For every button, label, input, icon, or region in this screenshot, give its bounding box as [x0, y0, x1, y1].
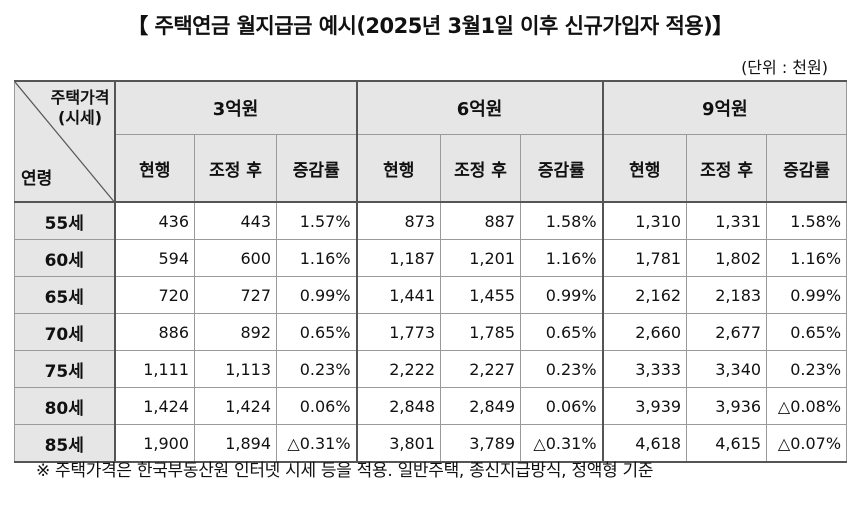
value-cell: △0.08%: [766, 387, 848, 425]
value-cell: 727: [194, 276, 277, 314]
value-cell: 594: [113, 239, 195, 277]
age-cell: 75세: [14, 350, 115, 388]
age-cell: 55세: [14, 201, 115, 240]
sub-header-1: 조정 후: [440, 134, 522, 203]
sub-header-0: 현행: [355, 134, 442, 203]
table-row: 75세 1,111 1,113 0.23% 2,222 2,227 0.23% 3,333 3,…: [14, 350, 848, 388]
value-cell: 1,331: [686, 201, 768, 240]
page-title: 【 주택연금 월지급금 예시(2025년 3월1일 이후 신규가입자 적용)】: [127, 14, 733, 38]
value-cell: 1,802: [686, 239, 768, 277]
value-cell: 3,939: [601, 387, 688, 425]
corner-header: 주택가격 (시세) 연령: [14, 80, 115, 203]
value-cell: 2,222: [355, 350, 442, 388]
sub-header-1: 조정 후: [686, 134, 768, 203]
value-cell: 1,310: [601, 201, 688, 240]
value-cell: 0.99%: [520, 276, 604, 314]
value-cell: 2,849: [440, 387, 522, 425]
value-cell: 2,677: [686, 313, 768, 351]
value-cell: 0.65%: [766, 313, 848, 351]
value-cell: 2,848: [355, 387, 442, 425]
age-cell: 85세: [14, 424, 115, 463]
value-cell: △0.07%: [766, 424, 848, 463]
value-cell: 0.23%: [520, 350, 604, 388]
table-row: 70세 886 892 0.65% 1,773 1,785 0.65% 2,660 2,677 0…: [14, 313, 848, 351]
value-cell: 1.58%: [766, 201, 848, 240]
value-cell: 1,424: [113, 387, 195, 425]
value-cell: 2,660: [601, 313, 688, 351]
sub-header-0: 현행: [113, 134, 195, 203]
value-cell: 3,789: [440, 424, 522, 463]
value-cell: 443: [194, 201, 277, 240]
value-cell: 600: [194, 239, 277, 277]
value-cell: 1,441: [355, 276, 442, 314]
value-cell: 3,340: [686, 350, 768, 388]
table-row: 80세 1,424 1,424 0.06% 2,848 2,849 0.06% 3,939 3,…: [14, 387, 848, 425]
value-cell: 1,201: [440, 239, 522, 277]
value-cell: 892: [194, 313, 277, 351]
group-header-3eok: 3억원: [113, 80, 358, 135]
value-cell: 887: [440, 201, 522, 240]
value-cell: 2,183: [686, 276, 768, 314]
value-cell: 0.06%: [520, 387, 604, 425]
value-cell: △0.31%: [520, 424, 604, 463]
value-cell: 1.16%: [766, 239, 848, 277]
value-cell: 0.06%: [275, 387, 358, 425]
value-cell: 886: [113, 313, 195, 351]
value-cell: 4,618: [601, 424, 688, 463]
value-cell: 1,781: [601, 239, 688, 277]
value-cell: 3,801: [355, 424, 442, 463]
sub-header-2: 증감률: [520, 134, 604, 203]
value-cell: 0.65%: [520, 313, 604, 351]
age-cell: 80세: [14, 387, 115, 425]
value-cell: 4,615: [686, 424, 768, 463]
unit-label: (단위 : 천원): [741, 58, 828, 77]
sub-header-0: 현행: [601, 134, 688, 203]
sub-header-2: 증감률: [275, 134, 358, 203]
age-cell: 65세: [14, 276, 115, 314]
table-row: 55세 436 443 1.57% 873 887 1.58% 1,310 1,331 1.58%: [14, 201, 848, 240]
value-cell: 1,455: [440, 276, 522, 314]
value-cell: 1,113: [194, 350, 277, 388]
age-cell: 70세: [14, 313, 115, 351]
value-cell: 1,785: [440, 313, 522, 351]
value-cell: 1,111: [113, 350, 195, 388]
table-row: 65세 720 727 0.99% 1,441 1,455 0.99% 2,162 2,183 0…: [14, 276, 848, 314]
value-cell: 3,333: [601, 350, 688, 388]
age-cell: 60세: [14, 239, 115, 277]
value-cell: 0.99%: [275, 276, 358, 314]
table-row: 60세 594 600 1.16% 1,187 1,201 1.16% 1,781 1,802 1…: [14, 239, 848, 277]
corner-price-label: 주택가격 (시세): [50, 88, 110, 127]
pension-table: 주택가격 (시세) 연령 3억원 6억원 9억원 현행 조정 후 증감률 현행 조정 후…: [14, 80, 848, 463]
value-cell: 2,227: [440, 350, 522, 388]
value-cell: 3,936: [686, 387, 768, 425]
value-cell: 0.65%: [275, 313, 358, 351]
value-cell: 1.16%: [520, 239, 604, 277]
sub-header-1: 조정 후: [194, 134, 277, 203]
value-cell: △0.31%: [275, 424, 358, 463]
value-cell: 0.99%: [766, 276, 848, 314]
sub-header-2: 증감률: [766, 134, 848, 203]
value-cell: 1,900: [113, 424, 195, 463]
footnote: ※ 주택가격은 한국부동산원 인터넷 시세 등을 적용. 일반주택, 종신지급방…: [36, 461, 654, 481]
value-cell: 1,187: [355, 239, 442, 277]
sub-header-row: 현행 조정 후 증감률 현행 조정 후 증감률 현행 조정 후 증감률: [15, 134, 848, 203]
value-cell: 720: [113, 276, 195, 314]
value-cell: 873: [355, 201, 442, 240]
group-header-9eok: 9억원: [601, 80, 848, 135]
value-cell: 1.16%: [275, 239, 358, 277]
value-cell: 0.23%: [766, 350, 848, 388]
value-cell: 1.58%: [520, 201, 604, 240]
value-cell: 0.23%: [275, 350, 358, 388]
value-cell: 1,773: [355, 313, 442, 351]
value-cell: 2,162: [601, 276, 688, 314]
corner-age-label: 연령: [21, 169, 53, 189]
table-body: 55세 436 443 1.57% 873 887 1.58% 1,310 1,331 1.58%…: [14, 201, 848, 463]
value-cell: 436: [113, 201, 195, 240]
group-header-6eok: 6억원: [355, 80, 604, 135]
corner-diagonal: [15, 82, 114, 201]
value-cell: 1.57%: [275, 201, 358, 240]
table-row: 85세 1,900 1,894 △0.31% 3,801 3,789 △0.31% 4,618…: [14, 424, 848, 463]
value-cell: 1,424: [194, 387, 277, 425]
